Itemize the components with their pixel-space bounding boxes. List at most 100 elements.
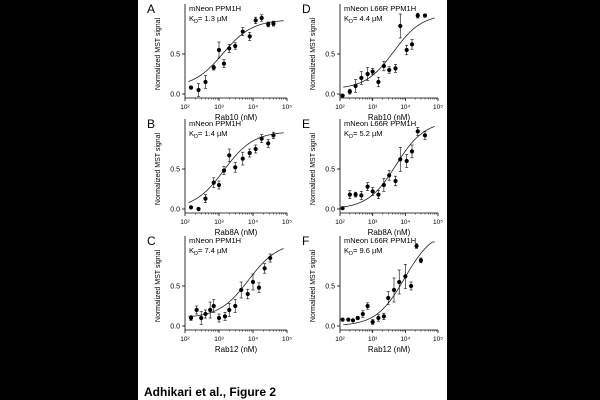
data-point [211,303,216,309]
data-point [271,21,276,26]
data-point [415,129,420,134]
panel-title: mNeon PPM1H [189,119,241,128]
x-tick-label: 10² [180,336,190,343]
x-tick-label: 10² [335,104,345,111]
data-point [203,196,208,201]
data-point [422,133,428,138]
x-tick-label: 10⁴ [248,219,258,226]
data-point [203,311,208,317]
kd-annotation: KD= 9.6 µM [344,246,383,257]
data-point [408,283,414,289]
fit-curve [188,132,284,203]
data-point [398,157,403,162]
data-point [221,168,227,173]
panel-title: mNeon PPM1H [189,4,241,13]
data-point [415,13,420,18]
x-tick-label: 10³ [368,219,378,226]
y-axis-label: Normalized MST signal [310,249,317,322]
kd-annotation: KD= 1.4 µM [189,129,228,140]
x-tick-label: 10⁴ [400,219,410,226]
x-tick-label: 10³ [214,219,224,226]
y-axis-label: Normalized MST signal [310,132,317,205]
data-point [409,42,415,47]
data-point [355,315,360,321]
data-point [211,180,216,185]
data-point [253,146,258,152]
panel-letter: D [302,2,311,16]
panel-title: mNeon L66R PPM1H [344,236,416,245]
x-tick-label: 10² [335,219,345,226]
data-point [188,315,194,321]
data-point [196,87,201,93]
data-point [347,89,352,94]
fit-curve [188,20,284,82]
data-point [247,150,252,156]
panel-title: mNeon L66R PPM1H [344,119,416,128]
data-point [266,141,271,146]
data-point [340,93,345,98]
data-point [347,192,352,197]
data-point [240,29,245,34]
x-tick-label: 10³ [368,104,378,111]
data-point [403,274,408,279]
panel-letter: F [302,234,309,248]
panel-letter: C [147,234,156,248]
data-point [404,158,409,164]
y-tick-label: 0.0 [325,324,335,331]
x-tick-label: 10² [180,104,190,111]
x-axis-label: Rab12 (nM) [215,345,258,354]
data-point [359,193,364,198]
data-point [393,66,398,71]
data-point [211,65,216,70]
data-point [196,206,201,212]
x-tick-label: 10³ [214,104,224,111]
data-point [188,85,194,90]
data-point [227,153,232,158]
data-point [208,307,213,313]
y-tick-label: 0.0 [170,207,180,214]
x-axis-label: Rab10 (nM) [368,113,411,122]
data-point [221,61,227,66]
y-tick-label: 0.5 [325,284,335,291]
data-point [381,182,386,188]
data-point [353,192,358,197]
x-tick-label: 10⁵ [433,336,443,343]
data-point [340,206,345,211]
y-axis-label: Normalized MST signal [310,17,317,90]
data-point [340,317,345,322]
data-point [397,279,402,285]
x-tick-label: 10² [335,336,345,343]
kd-annotation: KD= 5.2 µM [344,129,383,140]
y-tick-label: 0.5 [170,167,180,174]
data-point [393,178,398,184]
data-point [365,184,370,189]
y-tick-label: 0.0 [170,92,180,99]
data-point [268,255,273,261]
data-point [227,46,232,51]
data-point [398,23,403,29]
data-point [359,75,364,81]
data-point [376,79,381,85]
y-tick-label: 0.0 [325,92,335,99]
fit-curve [343,241,435,326]
data-point [271,133,276,138]
y-tick-label: 0.5 [325,167,335,174]
data-point [365,71,370,77]
y-tick-label: 0.5 [325,52,335,59]
panel-letter: B [147,117,155,131]
data-point [259,136,264,141]
data-point [414,243,419,249]
data-point [247,34,252,39]
panel-letter: E [302,117,310,131]
data-point [391,287,397,293]
panel-title: mNeon PPM1H [189,236,241,245]
x-axis-label: Rab12 (nM) [368,345,411,354]
data-point [259,15,264,21]
kd-annotation: KD= 1.3 µM [189,14,228,25]
data-point [233,303,238,309]
